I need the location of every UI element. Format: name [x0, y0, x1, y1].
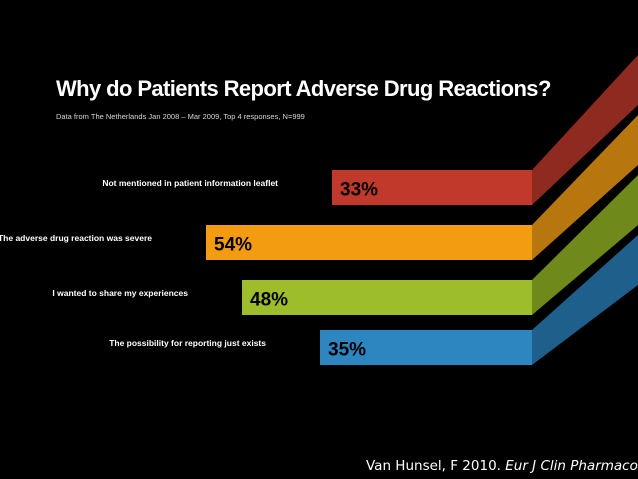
- category-label-4: The possibility for reporting just exist…: [109, 338, 266, 348]
- chart-subtitle: Data from The Netherlands Jan 2008 – Mar…: [56, 112, 305, 121]
- bar-ribbon-3: [532, 175, 638, 315]
- source-citation: Van Hunsel, F 2010. Eur J Clin Pharmacol: [366, 458, 638, 474]
- bar-label-block-2: [156, 225, 206, 260]
- bar-ribbon-1: [532, 55, 638, 205]
- chart-title: Why do Patients Report Adverse Drug Reac…: [56, 76, 551, 101]
- value-label-2: 54%: [214, 235, 252, 256]
- bar-3: [192, 280, 532, 315]
- bar-ribbon-2: [532, 115, 638, 260]
- value-label-3: 48%: [250, 290, 288, 311]
- category-label-3: I wanted to share my experiences: [52, 288, 188, 298]
- category-label-2: The adverse drug reaction was severe: [0, 233, 152, 243]
- bar-label-block-1: [282, 170, 332, 205]
- bar-ribbon-4: [532, 235, 638, 365]
- source-journal: Eur J Clin Pharmacol: [505, 458, 638, 474]
- category-label-1: Not mentioned in patient information lea…: [102, 178, 278, 188]
- value-label-1: 33%: [340, 180, 378, 201]
- bar-label-block-3: [192, 280, 242, 315]
- bar-label-block-4: [270, 330, 320, 365]
- source-author: Van Hunsel, F 2010.: [366, 458, 501, 474]
- bar-2: [156, 225, 532, 260]
- value-label-4: 35%: [328, 340, 366, 361]
